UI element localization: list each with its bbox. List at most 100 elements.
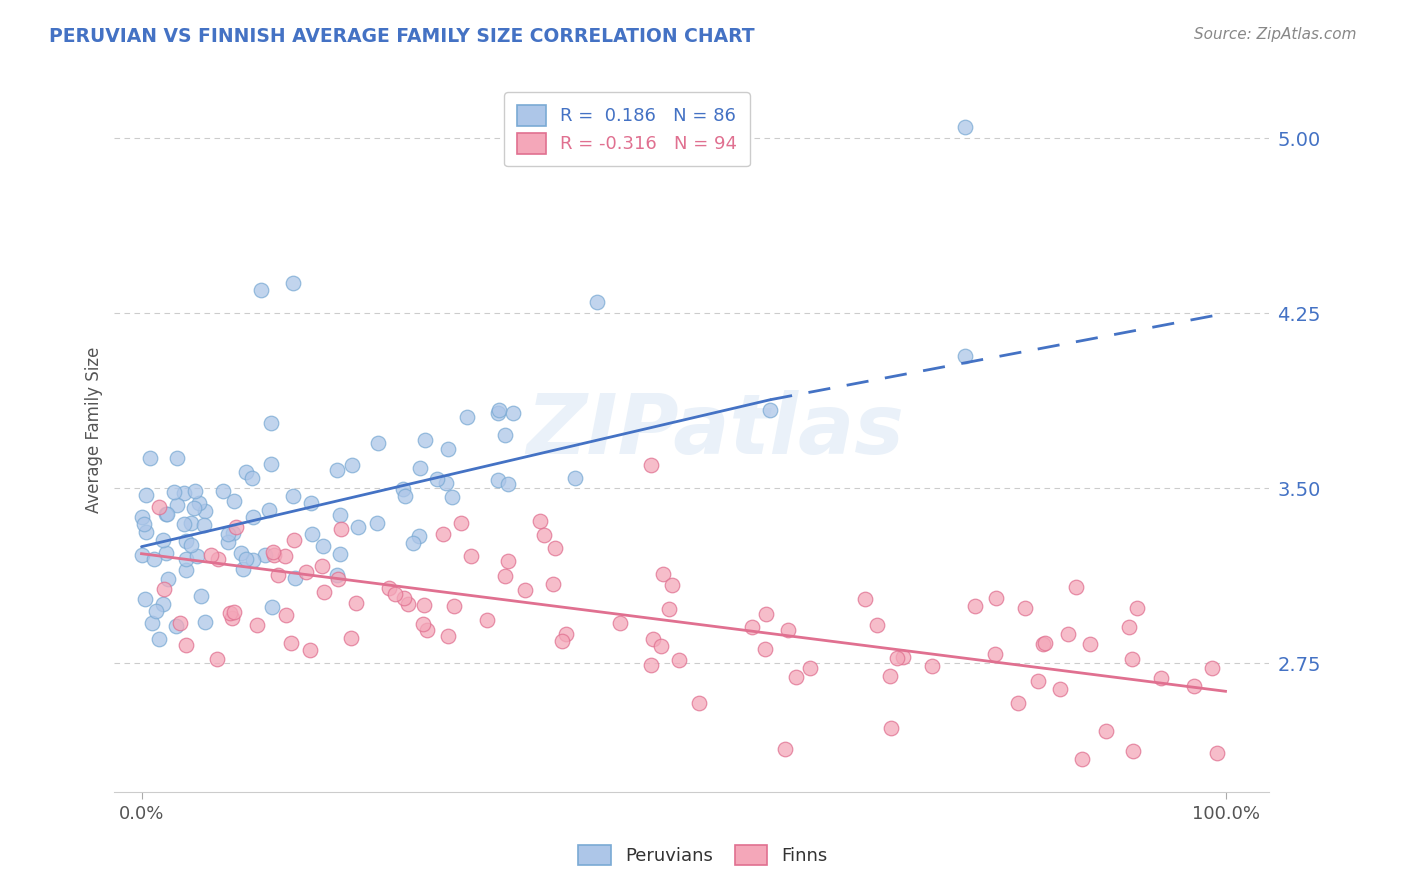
Point: [340, 631, 363, 645]
Point: [554, 627, 576, 641]
Point: [260, 600, 283, 615]
Point: [134, 591, 156, 606]
Point: [347, 520, 370, 534]
Point: [486, 406, 509, 420]
Point: [498, 553, 520, 567]
Point: [529, 514, 551, 528]
Point: [283, 276, 305, 290]
Point: [891, 649, 914, 664]
Point: [412, 616, 434, 631]
Point: [283, 533, 305, 547]
Point: [312, 539, 335, 553]
Point: [260, 457, 283, 471]
Point: [754, 641, 776, 656]
Point: [186, 549, 208, 563]
Point: [131, 509, 153, 524]
Point: [741, 620, 763, 634]
Point: [280, 636, 302, 650]
Point: [456, 410, 478, 425]
Point: [329, 508, 352, 522]
Point: [651, 567, 673, 582]
Point: [152, 533, 174, 548]
Point: [138, 451, 160, 466]
Point: [986, 591, 1008, 605]
Point: [148, 632, 170, 646]
Point: [135, 488, 157, 502]
Point: [200, 549, 222, 563]
Point: [488, 402, 510, 417]
Point: [232, 562, 254, 576]
Point: [1007, 696, 1029, 710]
Point: [242, 553, 264, 567]
Point: [173, 486, 195, 500]
Point: [755, 607, 778, 621]
Point: [141, 615, 163, 630]
Point: [1121, 652, 1143, 666]
Point: [142, 551, 165, 566]
Point: [1122, 744, 1144, 758]
Text: PERUVIAN VS FINNISH AVERAGE FAMILY SIZE CORRELATION CHART: PERUVIAN VS FINNISH AVERAGE FAMILY SIZE …: [49, 27, 755, 45]
Point: [249, 283, 271, 297]
Point: [193, 517, 215, 532]
Point: [295, 565, 318, 579]
Point: [513, 582, 536, 597]
Point: [284, 571, 307, 585]
Point: [176, 562, 198, 576]
Point: [416, 624, 439, 638]
Point: [432, 526, 454, 541]
Point: [212, 484, 235, 499]
Point: [217, 527, 239, 541]
Point: [148, 500, 170, 515]
Point: [785, 670, 807, 684]
Point: [260, 416, 283, 430]
Legend: Peruvians, Finns: Peruvians, Finns: [569, 836, 837, 874]
Point: [1182, 679, 1205, 693]
Point: [1014, 600, 1036, 615]
Point: [392, 591, 415, 605]
Point: [152, 597, 174, 611]
Point: [879, 669, 901, 683]
Point: [281, 489, 304, 503]
Point: [983, 647, 1005, 661]
Point: [180, 538, 202, 552]
Point: [180, 516, 202, 531]
Point: [263, 548, 285, 562]
Point: [955, 349, 977, 363]
Point: [344, 596, 367, 610]
Legend: R =  0.186   N = 86, R = -0.316   N = 94: R = 0.186 N = 86, R = -0.316 N = 94: [505, 92, 749, 166]
Text: Source: ZipAtlas.com: Source: ZipAtlas.com: [1194, 27, 1357, 42]
Point: [225, 520, 247, 534]
Point: [641, 632, 664, 647]
Point: [1078, 637, 1101, 651]
Point: [661, 578, 683, 592]
Point: [253, 548, 276, 562]
Point: [502, 406, 524, 420]
Point: [668, 653, 690, 667]
Point: [409, 461, 432, 475]
Point: [1150, 671, 1173, 685]
Point: [155, 508, 177, 522]
Point: [194, 504, 217, 518]
Point: [440, 490, 463, 504]
Point: [267, 568, 290, 582]
Point: [496, 477, 519, 491]
Point: [176, 552, 198, 566]
Point: [437, 629, 460, 643]
Point: [221, 526, 243, 541]
Point: [298, 642, 321, 657]
Point: [330, 522, 353, 536]
Point: [413, 434, 436, 448]
Point: [1049, 681, 1071, 696]
Point: [759, 403, 782, 417]
Point: [145, 604, 167, 618]
Point: [328, 572, 350, 586]
Point: [688, 696, 710, 710]
Point: [174, 534, 197, 549]
Point: [413, 599, 436, 613]
Point: [366, 516, 388, 530]
Point: [169, 615, 191, 630]
Point: [1066, 581, 1088, 595]
Point: [312, 585, 335, 599]
Point: [166, 450, 188, 465]
Point: [207, 552, 229, 566]
